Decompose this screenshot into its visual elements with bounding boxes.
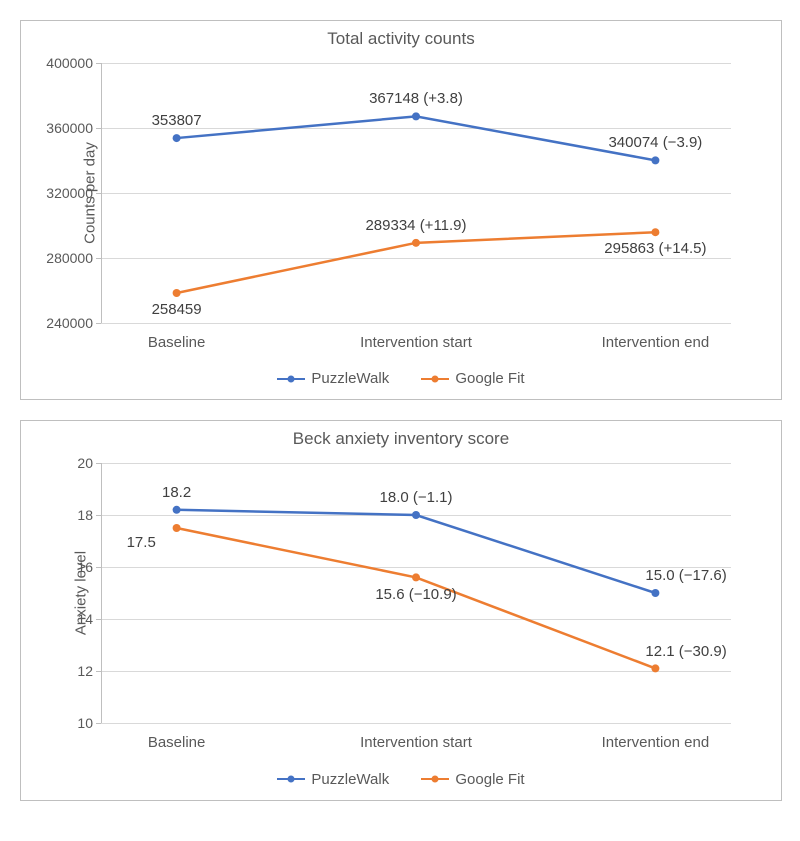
data-label: 340074 (−3.9) [595, 134, 715, 151]
legend-marker-icon [277, 378, 305, 381]
y-tick-label: 360000 [43, 120, 93, 136]
series-marker [651, 156, 659, 164]
data-label: 258459 [117, 301, 237, 318]
legend-label: Google Fit [455, 771, 524, 788]
y-tick-label: 400000 [43, 55, 93, 71]
legend-label: PuzzleWalk [311, 370, 389, 387]
chart1-legend: PuzzleWalk Google Fit [21, 359, 781, 399]
y-tick-label: 20 [43, 455, 93, 471]
series-line [177, 116, 656, 160]
series-marker [412, 239, 420, 247]
x-tick-label: Intervention end [602, 734, 710, 751]
data-label: 17.5 [127, 534, 156, 551]
chart-anxiety-score: Beck anxiety inventory score Anxiety lev… [20, 420, 782, 800]
series-marker [412, 574, 420, 582]
chart-activity-counts: Total activity counts Counts per day 240… [20, 20, 782, 400]
series-marker [173, 524, 181, 532]
gridline [101, 723, 731, 724]
legend-marker-icon [421, 778, 449, 781]
series-marker [173, 506, 181, 514]
y-tick-label: 12 [43, 663, 93, 679]
y-tick-label: 320000 [43, 185, 93, 201]
y-tick-label: 280000 [43, 250, 93, 266]
gridline [101, 323, 731, 324]
y-tick-label: 10 [43, 715, 93, 731]
series-marker [173, 289, 181, 297]
data-label: 367148 (+3.8) [356, 90, 476, 107]
data-label: 15.0 (−17.6) [645, 567, 726, 584]
x-tick-label: Intervention start [360, 334, 472, 351]
chart2-legend: PuzzleWalk Google Fit [21, 759, 781, 799]
x-tick-label: Intervention end [602, 334, 710, 351]
legend-item-puzzlewalk: PuzzleWalk [277, 370, 389, 387]
x-tick-label: Baseline [148, 334, 206, 351]
series-marker [173, 134, 181, 142]
series-marker [651, 228, 659, 236]
chart1-plot-area: Counts per day 2400002800003200003600004… [101, 63, 731, 323]
legend-item-puzzlewalk: PuzzleWalk [277, 771, 389, 788]
y-tick-mark [96, 723, 101, 724]
data-label: 18.0 (−1.1) [356, 489, 476, 506]
y-tick-label: 240000 [43, 315, 93, 331]
x-tick-label: Baseline [148, 734, 206, 751]
series-marker [651, 589, 659, 597]
chart2-plot-area: Anxiety level 101214161820BaselineInterv… [101, 463, 731, 723]
legend-marker-icon [421, 378, 449, 381]
y-tick-label: 16 [43, 559, 93, 575]
legend-item-googlefit: Google Fit [421, 771, 524, 788]
chart1-title: Total activity counts [21, 21, 781, 53]
legend-label: Google Fit [455, 370, 524, 387]
data-label: 15.6 (−10.9) [356, 586, 476, 603]
legend-item-googlefit: Google Fit [421, 370, 524, 387]
data-label: 295863 (+14.5) [595, 240, 715, 257]
legend-label: PuzzleWalk [311, 771, 389, 788]
x-tick-label: Intervention start [360, 734, 472, 751]
y-tick-label: 18 [43, 507, 93, 523]
y-tick-label: 14 [43, 611, 93, 627]
y-tick-mark [96, 323, 101, 324]
data-label: 289334 (+11.9) [356, 217, 476, 234]
series-marker [412, 112, 420, 120]
chart2-title: Beck anxiety inventory score [21, 421, 781, 453]
data-label: 353807 [117, 112, 237, 129]
legend-marker-icon [277, 778, 305, 781]
data-label: 18.2 [117, 484, 237, 501]
data-label: 12.1 (−30.9) [645, 643, 726, 660]
series-marker [412, 511, 420, 519]
series-marker [651, 665, 659, 673]
